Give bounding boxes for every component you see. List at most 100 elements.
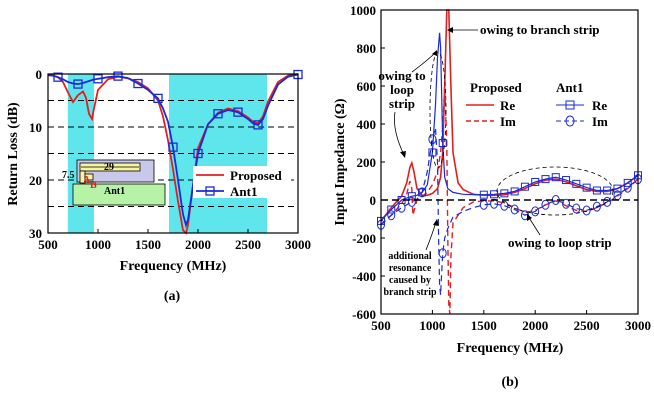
ant1-marker [193, 148, 203, 159]
inset-dim-7-5: 7.5 [62, 170, 75, 181]
ant1-re-marker [623, 178, 632, 187]
y-tick-label-b: 800 [357, 41, 377, 56]
legend-b-proposed: Proposed [470, 80, 523, 95]
y-tick-label-b: 200 [357, 155, 377, 170]
y-tick-label-b: -200 [352, 231, 376, 246]
ant1-im-marker [623, 182, 632, 193]
legend-a-proposed: Proposed [230, 168, 283, 183]
plot-frame-a [47, 73, 299, 234]
ant1-re-marker [603, 186, 612, 195]
inset-label-b: B [90, 180, 97, 191]
ant1-im-marker [541, 199, 550, 210]
ant1-re-marker [479, 190, 488, 199]
legend-b-ant1-im: Im [592, 114, 608, 129]
ant1-im-marker [387, 210, 396, 221]
ant1-im-marker [592, 201, 601, 212]
legend-b-proposed-re: Re [500, 98, 515, 113]
annot-loop-2: loop [390, 82, 414, 97]
x-tick-label-b: 1000 [419, 318, 445, 333]
x-tick-label-b: 500 [371, 318, 391, 333]
ant1-im-marker [562, 198, 571, 209]
inset-label-a: A [83, 175, 91, 186]
ant1-im-marker [397, 202, 406, 213]
ylabel-b: Input Impedance (Ω) [333, 98, 348, 225]
x-tick-label-a: 3000 [285, 237, 311, 252]
series-proposed [47, 73, 299, 235]
ant1-marker [153, 93, 163, 104]
x-tick-label-a: 2500 [235, 237, 261, 252]
ant1-im-marker [407, 196, 416, 207]
y-tick-label-a: 0 [36, 67, 43, 82]
chart-return-loss: 500 1000 1500 2000 2500 3000 0 10 20 30 29 7.5 A … [6, 67, 311, 304]
ant1-re-marker [572, 179, 581, 188]
ant1-re-marker [500, 189, 509, 198]
series-ant1-im [380, 127, 639, 296]
annot-loop-3: strip [389, 96, 415, 111]
y-tick-label-b: 0 [370, 193, 377, 208]
y-tick-label-b: 1000 [350, 3, 376, 18]
ant1-marker [93, 74, 103, 84]
x-tick-label-b: 2000 [522, 318, 548, 333]
y-tick-label-a: 20 [29, 173, 42, 188]
legend-b-ant1-re: Re [592, 98, 607, 113]
y-tick-label-b: 400 [357, 117, 377, 132]
series-proposed-re [380, 9, 639, 222]
ant1-re-marker [407, 192, 416, 201]
x-tick-label-b: 3000 [625, 318, 651, 333]
x-tick-label-a: 500 [38, 237, 58, 252]
panel-label-b: (b) [501, 375, 518, 390]
ant1-marker [253, 120, 263, 130]
annot-add-2: resonance [389, 263, 432, 274]
legend-b-ant1: Ant1 [556, 80, 583, 95]
annot-loop-1: owing to [378, 68, 425, 83]
ant1-im-marker [531, 206, 540, 217]
y-tick-label-a: 10 [29, 120, 42, 135]
legend-b: Proposed Re Im Ant1 Re Im [466, 80, 608, 129]
chart-input-impedance: 500 1000 1500 2000 2500 3000 -600 -400 -200 0 200 4… [333, 3, 651, 390]
ant1-im-marker [418, 187, 427, 198]
loop-region-ellipse [496, 166, 614, 216]
legend-a: Proposed Ant1 [193, 166, 291, 199]
ant1-im-marker [510, 204, 519, 215]
ant1-re-marker [490, 190, 499, 199]
x-tick-label-b: 2500 [574, 318, 600, 333]
annot-branch-strip: owing to branch strip [480, 22, 600, 37]
ant1-re-marker [562, 176, 571, 185]
series-proposed-im [380, 85, 639, 315]
ant1-marker [133, 78, 143, 89]
antenna-inset: 29 7.5 A B Ant1 [62, 159, 166, 206]
ant1-re-marker [387, 205, 396, 214]
y-tick-label-a: 30 [29, 226, 42, 241]
legend-b-proposed-im: Im [500, 114, 516, 129]
x-tick-label-a: 1500 [135, 237, 161, 252]
ant1-re-marker [531, 177, 540, 186]
x-tick-label-a: 2000 [185, 237, 211, 252]
ylabel-a: Return Loss (dB) [6, 102, 21, 206]
ant1-marker [113, 71, 123, 81]
inset-dim-29: 29 [104, 162, 114, 173]
y-tick-label-b: -600 [352, 307, 376, 322]
branch-region-ellipse [429, 51, 447, 169]
ant1-im-marker [438, 248, 447, 259]
ant1-marker [233, 107, 243, 117]
x-tick-label-b: 1500 [471, 318, 497, 333]
inset-label-ant1: Ant1 [104, 186, 125, 197]
ant1-marker [213, 109, 223, 119]
xlabel-b: Frequency (MHz) [457, 341, 564, 356]
ant1-re-marker [551, 173, 560, 182]
xlabel-a: Frequency (MHz) [120, 259, 227, 274]
annot-add-4: branch strip [383, 287, 437, 298]
ant1-re-marker [541, 175, 550, 184]
ant1-re-marker [582, 183, 591, 192]
ant1-re-marker [520, 182, 529, 191]
annot-loop-bottom: owing to loop strip [508, 235, 612, 250]
ant1-im-marker [428, 134, 437, 145]
x-tick-label-a: 1000 [85, 237, 111, 252]
ant1-re-marker [592, 186, 601, 195]
panel-label-a: (a) [164, 289, 181, 304]
ant1-marker [53, 72, 63, 82]
ant1-im-marker [500, 200, 509, 211]
y-tick-label-b: -400 [352, 269, 376, 284]
ant1-im-marker [603, 196, 612, 207]
